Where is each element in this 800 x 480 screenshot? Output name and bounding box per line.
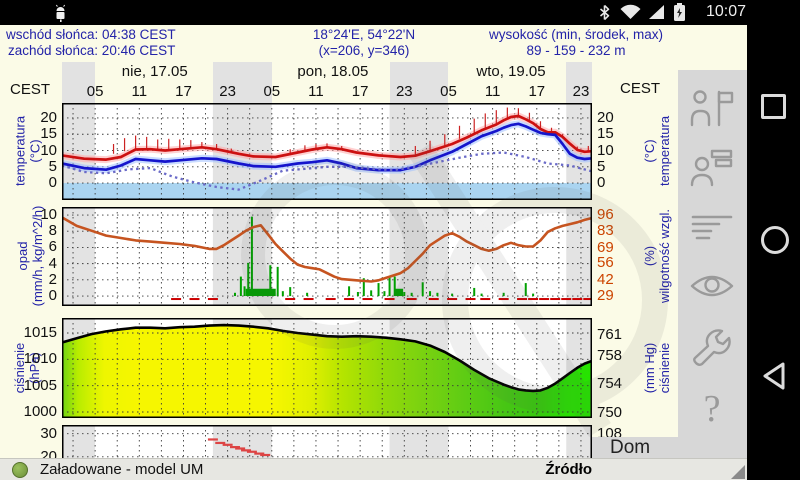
time-label: 23 <box>219 83 236 100</box>
time-label: 17 <box>175 83 192 100</box>
temperature-right-tick: 15 <box>597 125 614 143</box>
source-button[interactable]: Źródło <box>545 461 592 478</box>
temperature-right-tick: 20 <box>597 108 614 126</box>
temperature-left-tick: 10 <box>40 141 57 159</box>
settings-icon[interactable] <box>689 326 736 368</box>
date-label: nie, 17.05 <box>121 63 188 80</box>
android-notification-icon <box>55 4 66 22</box>
date-label: pon, 18.05 <box>297 63 369 80</box>
resize-handle[interactable] <box>731 465 745 479</box>
android-nav-bar <box>747 0 800 480</box>
precipitation-left-tick: 0 <box>48 287 57 305</box>
precipitation-right-tick: 83 <box>597 221 614 239</box>
night-band <box>62 62 96 103</box>
night-band <box>566 62 592 103</box>
pressure-right-tick: 758 <box>597 347 623 365</box>
timezone-label-right: CEST <box>620 80 661 97</box>
back-button[interactable] <box>761 360 787 392</box>
night-band <box>212 62 272 103</box>
time-label: 05 <box>86 83 104 100</box>
precipitation-left-tick: 10 <box>40 206 57 224</box>
bluetooth-icon <box>599 4 610 21</box>
app-sidebar: ? <box>678 70 747 458</box>
time-label: 17 <box>351 83 369 100</box>
time-label: 05 <box>440 83 457 100</box>
coordinates-label: 18°24'E, 54°22'N <box>312 27 416 42</box>
pressure-right-tick: 761 <box>597 326 623 344</box>
sunrise-label: wschód słońca: 04:38 CEST <box>6 27 176 42</box>
time-label: 11 <box>308 83 324 100</box>
humidity-axis-title-right: (%) wilgotność wzgl. <box>642 181 672 331</box>
list-icon[interactable] <box>689 211 736 245</box>
temperature-left-tick: 5 <box>48 157 57 175</box>
pick-location-icon[interactable] <box>689 86 736 128</box>
home-button[interactable] <box>761 226 789 254</box>
clock: 10:07 <box>705 3 746 20</box>
temperature-right-tick: 10 <box>597 141 614 159</box>
recents-button[interactable] <box>761 94 786 119</box>
precipitation-right-tick: 96 <box>597 206 614 224</box>
time-label: 11 <box>484 83 501 100</box>
time-label: 17 <box>528 83 546 100</box>
loaded-status-icon <box>12 462 28 478</box>
pressure-right-tick: 754 <box>597 375 623 393</box>
loaded-status-text: Załadowane - model UM <box>40 461 204 478</box>
sunset-label: zachód słońca: 20:46 CEST <box>8 43 176 58</box>
wind-left-tick: 30 <box>40 424 57 442</box>
precipitation-left-tick: 4 <box>48 254 57 272</box>
axis-unit-text: (mm Hg) <box>642 342 657 394</box>
battery-charging-icon <box>674 3 685 21</box>
night-band <box>389 62 449 103</box>
precipitation-right-tick: 42 <box>597 271 614 289</box>
time-label: 05 <box>263 83 281 100</box>
temperature-right-tick: 5 <box>597 157 606 175</box>
precipitation-right-tick: 69 <box>597 238 614 256</box>
axis-title-text: wilgotność wzgl. <box>657 209 672 303</box>
app-status-bar: Załadowane - model UM Źródło <box>0 458 747 480</box>
pressure-left-tick: 1015 <box>23 324 57 341</box>
timezone-label-left: CEST <box>10 81 51 98</box>
view-icon[interactable] <box>689 270 736 304</box>
wind-chart <box>62 425 592 458</box>
axis-unit-text: (%) <box>642 245 657 267</box>
grid-point-label: (x=206, y=346) <box>318 43 410 58</box>
wifi-icon <box>620 4 641 19</box>
temperature-right-tick: 0 <box>597 174 606 192</box>
pressure-axis-title-right: (mm Hg) ciśnienie <box>642 313 672 423</box>
precipitation-left-tick: 2 <box>48 270 57 288</box>
pressure-left-tick: 1000 <box>23 402 57 420</box>
pressure-right-tick: 750 <box>597 403 623 421</box>
axis-title-text: ciśnienie <box>657 342 672 394</box>
date-label: wto, 19.05 <box>476 63 546 80</box>
temperature-left-tick: 15 <box>40 125 57 143</box>
time-label: 23 <box>572 83 590 100</box>
altitude-values: 89 - 159 - 232 m <box>526 43 626 58</box>
time-label: 11 <box>131 83 148 100</box>
precipitation-left-tick: 6 <box>48 238 57 256</box>
help-icon[interactable]: ? <box>689 386 736 432</box>
home-link[interactable]: Dom <box>610 437 651 458</box>
time-label: 23 <box>395 83 413 100</box>
temperature-left-tick: 20 <box>40 108 57 126</box>
android-status-bar: 10:07 <box>0 0 800 25</box>
temperature-left-tick: 0 <box>48 174 57 192</box>
pressure-left-tick: 1005 <box>23 376 57 394</box>
precipitation-left-tick: 8 <box>48 222 57 240</box>
favorites-icon[interactable] <box>689 146 736 188</box>
temperature-chart <box>62 103 592 200</box>
pressure-chart <box>62 318 592 418</box>
precipitation-right-tick: 29 <box>597 287 614 305</box>
precipitation-chart <box>62 207 592 306</box>
svg-text:?: ? <box>704 388 721 430</box>
cell-signal-icon <box>649 5 664 19</box>
precipitation-right-tick: 56 <box>597 254 614 272</box>
pressure-left-tick: 1010 <box>23 350 57 368</box>
altitude-label: wysokość (min, środek, max) <box>488 27 664 42</box>
